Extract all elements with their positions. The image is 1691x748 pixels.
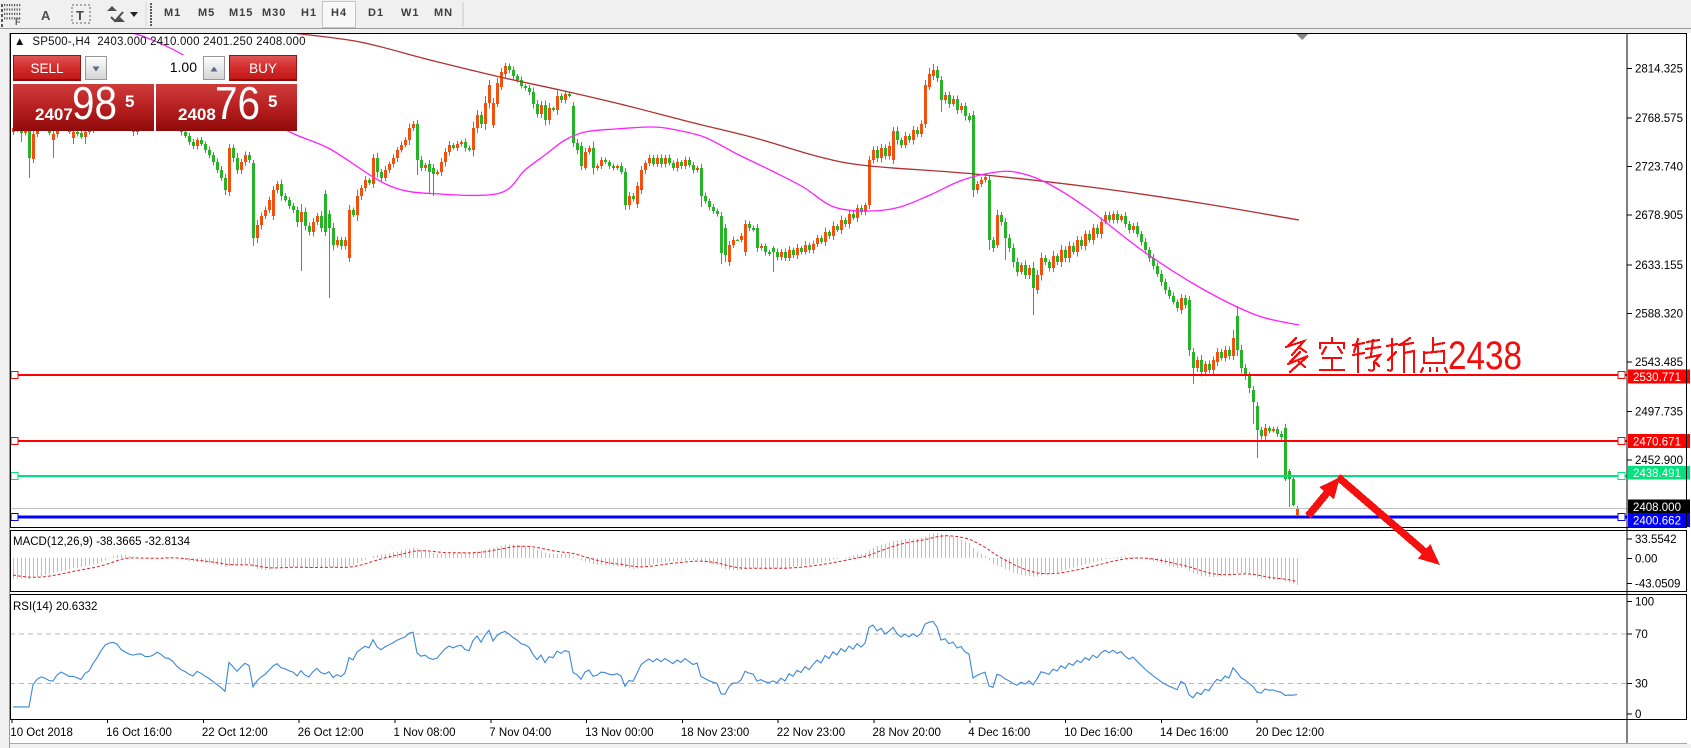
- svg-text:2497.735: 2497.735: [1635, 407, 1683, 419]
- svg-text:70: 70: [1635, 629, 1648, 641]
- svg-text:2470.671: 2470.671: [1633, 436, 1681, 448]
- svg-text:16 Oct 16:00: 16 Oct 16:00: [106, 727, 172, 739]
- svg-text:13 Nov 00:00: 13 Nov 00:00: [585, 727, 653, 739]
- svg-text:F: F: [15, 17, 21, 27]
- svg-text:-43.0509: -43.0509: [1635, 579, 1680, 591]
- svg-text:30: 30: [1635, 678, 1648, 690]
- svg-text:A: A: [41, 8, 51, 23]
- svg-text:2543.485: 2543.485: [1635, 357, 1683, 369]
- svg-text:2723.740: 2723.740: [1635, 162, 1683, 174]
- svg-text:2438: 2438: [1448, 334, 1522, 378]
- svg-text:33.5542: 33.5542: [1635, 534, 1677, 546]
- svg-text:4 Dec 16:00: 4 Dec 16:00: [968, 727, 1030, 739]
- svg-text:20 Dec 12:00: 20 Dec 12:00: [1256, 727, 1324, 739]
- svg-text:1 Nov 08:00: 1 Nov 08:00: [394, 727, 456, 739]
- svg-text:100: 100: [1635, 597, 1654, 609]
- svg-text:2588.320: 2588.320: [1635, 308, 1683, 320]
- svg-text:2814.325: 2814.325: [1635, 64, 1683, 76]
- svg-text:2452.900: 2452.900: [1635, 455, 1683, 467]
- svg-text:T: T: [76, 8, 84, 23]
- svg-text:2678.905: 2678.905: [1635, 210, 1683, 222]
- svg-text:2633.155: 2633.155: [1635, 260, 1683, 272]
- svg-text:2438.491: 2438.491: [1633, 468, 1681, 480]
- svg-text:10 Dec 16:00: 10 Dec 16:00: [1064, 727, 1132, 739]
- svg-text:26 Oct 12:00: 26 Oct 12:00: [298, 727, 364, 739]
- svg-text:14 Dec 16:00: 14 Dec 16:00: [1160, 727, 1228, 739]
- svg-text:2400.662: 2400.662: [1633, 515, 1681, 527]
- svg-text:0.00: 0.00: [1635, 554, 1657, 566]
- svg-text:2408.000: 2408.000: [1633, 502, 1681, 514]
- svg-text:18 Nov 23:00: 18 Nov 23:00: [681, 727, 749, 739]
- svg-text:RSI(14) 20.6332: RSI(14) 20.6332: [13, 601, 97, 613]
- svg-text:2530.771: 2530.771: [1633, 372, 1681, 384]
- svg-text:2768.575: 2768.575: [1635, 113, 1683, 125]
- svg-text:7 Nov 04:00: 7 Nov 04:00: [489, 727, 551, 739]
- svg-text:MACD(12,26,9) -38.3665 -32.813: MACD(12,26,9) -38.3665 -32.8134: [13, 536, 191, 548]
- svg-text:22 Nov 23:00: 22 Nov 23:00: [777, 727, 845, 739]
- svg-text:28 Nov 20:00: 28 Nov 20:00: [873, 727, 941, 739]
- svg-text:10 Oct 2018: 10 Oct 2018: [10, 727, 73, 739]
- svg-text:0: 0: [1635, 709, 1641, 721]
- svg-text:22 Oct 12:00: 22 Oct 12:00: [202, 727, 268, 739]
